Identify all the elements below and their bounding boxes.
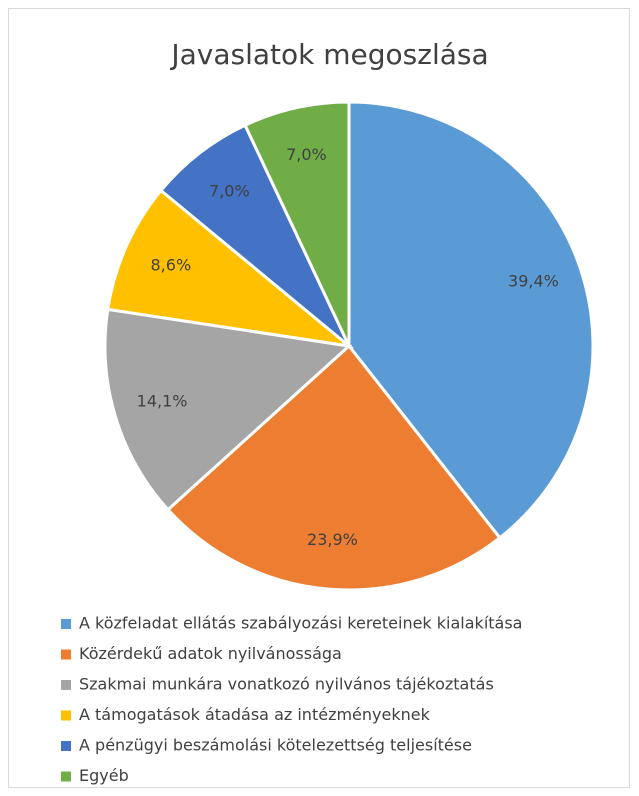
legend-label: A közfeladat ellátás szabályozási kerete… [79, 614, 522, 633]
legend-swatch [61, 771, 71, 782]
data-label: 8,6% [151, 256, 192, 275]
legend-label: Egyéb [79, 766, 129, 785]
legend-swatch [61, 680, 71, 690]
data-label: 39,4% [508, 272, 559, 291]
legend-label: A pénzügyi beszámolási kötelezettség tel… [79, 736, 472, 755]
pie-slice [106, 188, 355, 349]
legend-swatch [61, 710, 71, 721]
pie-slice [158, 123, 351, 348]
legend-label: A támogatások átadása az intézményeknek [79, 705, 431, 724]
data-label: 14,1% [137, 392, 188, 411]
legend-swatch [61, 619, 71, 629]
chart-title: Javaslatok megoszlása [169, 38, 488, 71]
data-label: 23,9% [307, 530, 358, 549]
legend-label: Szakmai munkára vonatkozó nyilvános tájé… [79, 675, 494, 694]
pie-slice [347, 100, 595, 540]
legend-swatch [61, 741, 71, 751]
data-label: 7,0% [209, 181, 250, 200]
pie-slice [243, 100, 351, 347]
data-label: 7,0% [286, 145, 327, 164]
legend-label: Közérdekű adatok nyilvánossága [79, 644, 342, 663]
pie-slice [165, 343, 502, 592]
pie-slice [103, 307, 353, 512]
legend-swatch [61, 649, 71, 660]
